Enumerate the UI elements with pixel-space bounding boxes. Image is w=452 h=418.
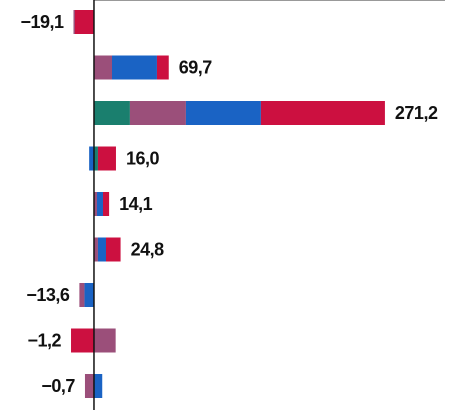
- bar-segment: [105, 237, 121, 262]
- bar-segment: [93, 237, 98, 262]
- total-label: −1,2: [27, 330, 61, 350]
- bar-segment: [84, 283, 94, 307]
- bar-segment: [79, 283, 85, 307]
- bar-segment: [93, 328, 116, 353]
- bar-segment: [97, 237, 106, 262]
- bar-segment: [93, 101, 130, 125]
- bar-segment: [93, 374, 103, 398]
- bar-segment: [93, 55, 112, 80]
- bar-segment: [93, 192, 97, 216]
- bar-segment: [84, 374, 94, 398]
- total-label: 24,8: [131, 239, 165, 259]
- bar-segment: [185, 101, 261, 125]
- bar-segment: [260, 101, 385, 125]
- bar-segment: [73, 10, 75, 34]
- total-label: −0,7: [41, 376, 75, 396]
- total-label: 271,2: [395, 103, 438, 123]
- bar-segment: [89, 146, 94, 171]
- total-label: 16,0: [126, 148, 160, 168]
- total-label: 69,7: [179, 57, 213, 77]
- bar-segment: [96, 192, 103, 216]
- total-label: −19,1: [20, 12, 64, 32]
- bar-segment: [156, 55, 169, 80]
- total-label: 14,1: [119, 194, 153, 214]
- bar-segment: [112, 55, 157, 80]
- total-label: −13,6: [26, 285, 70, 305]
- bar-segment: [93, 146, 98, 171]
- bar-segment: [129, 101, 186, 125]
- bar-segment: [71, 328, 94, 353]
- bar-segment: [102, 192, 110, 216]
- bar-segment: [74, 10, 94, 34]
- bar-segment: [97, 146, 116, 171]
